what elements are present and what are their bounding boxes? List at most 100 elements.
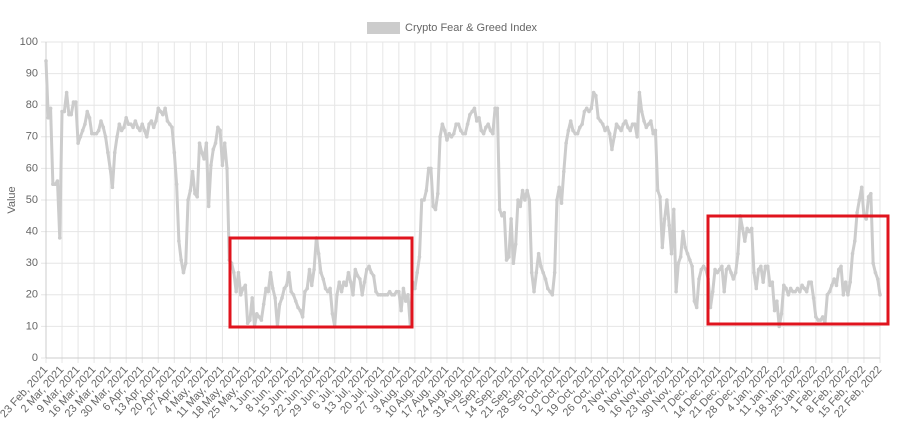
data-point: [688, 258, 692, 262]
data-point: [424, 188, 429, 193]
data-point: [48, 106, 53, 111]
data-point: [497, 207, 502, 212]
data-point: [715, 270, 720, 275]
data-point: [589, 106, 594, 111]
data-point: [495, 106, 500, 111]
data-point: [94, 131, 99, 136]
data-point: [781, 283, 786, 288]
data-point: [73, 100, 78, 104]
data-point: [603, 128, 607, 133]
y-tick-label: 80: [26, 99, 38, 111]
data-point: [607, 131, 612, 136]
data-point: [149, 119, 154, 123]
data-point: [452, 131, 456, 136]
data-point: [594, 93, 598, 98]
data-point: [545, 286, 550, 291]
data-point: [523, 198, 527, 202]
data-point: [241, 286, 245, 291]
data-point: [770, 280, 775, 284]
data-point: [312, 267, 316, 272]
data-point: [282, 286, 287, 291]
data-point: [122, 125, 126, 130]
data-point: [747, 229, 752, 234]
data-point: [151, 125, 156, 130]
data-point: [264, 286, 268, 291]
y-tick-label: 20: [26, 289, 38, 301]
data-point: [511, 261, 516, 266]
data-point: [108, 166, 112, 171]
data-point: [507, 255, 511, 259]
data-point: [859, 185, 864, 190]
data-point: [355, 274, 360, 278]
data-point: [209, 163, 213, 168]
data-point: [578, 125, 582, 130]
data-point: [683, 245, 688, 250]
y-tick-label: 70: [26, 131, 38, 143]
data-point: [752, 270, 756, 275]
data-point: [802, 286, 807, 291]
data-point: [866, 195, 871, 199]
data-point: [832, 277, 836, 281]
data-point: [518, 204, 523, 209]
data-point: [568, 119, 573, 123]
data-point: [186, 198, 190, 202]
data-point: [678, 255, 683, 259]
data-point: [825, 293, 830, 297]
data-point: [200, 150, 204, 155]
data-point: [110, 185, 115, 190]
data-point: [621, 122, 626, 126]
data-point: [445, 138, 449, 142]
data-point: [626, 125, 630, 130]
data-point: [855, 210, 859, 215]
data-point: [541, 270, 545, 275]
data-point: [708, 305, 713, 310]
data-point: [337, 280, 342, 284]
data-point: [681, 229, 685, 234]
data-point: [550, 293, 555, 297]
data-point: [525, 188, 529, 193]
data-point: [190, 169, 195, 174]
data-point: [745, 226, 749, 231]
data-point: [724, 267, 729, 272]
data-point: [179, 258, 183, 262]
data-point: [202, 157, 206, 161]
data-point: [96, 128, 101, 133]
data-point: [245, 321, 250, 326]
data-point: [548, 289, 552, 294]
data-point: [415, 270, 419, 275]
data-point: [250, 296, 255, 300]
data-point: [57, 236, 62, 240]
data-point: [653, 128, 658, 133]
data-point: [64, 90, 69, 95]
data-point: [660, 245, 665, 250]
data-point: [289, 289, 293, 294]
data-point: [761, 280, 765, 284]
data-point: [596, 116, 600, 120]
data-point: [83, 122, 87, 126]
data-point: [729, 270, 733, 275]
data-point: [305, 286, 309, 291]
data-point: [188, 188, 193, 193]
data-point: [440, 122, 445, 126]
grid: [41, 41, 881, 363]
data-point: [612, 135, 617, 139]
data-point: [268, 270, 273, 275]
data-point: [864, 217, 869, 221]
data-point: [852, 239, 857, 243]
data-point: [836, 267, 841, 272]
data-point: [257, 315, 261, 319]
data-point: [385, 293, 390, 297]
data-point: [429, 166, 433, 171]
data-point: [449, 135, 454, 139]
data-point: [809, 280, 814, 284]
data-point: [222, 141, 227, 145]
data-point: [873, 270, 878, 275]
data-point: [147, 122, 151, 126]
data-point: [871, 261, 875, 266]
highlight-box: [706, 214, 890, 326]
data-point: [465, 122, 470, 126]
data-point: [85, 109, 90, 114]
data-point: [481, 131, 486, 136]
data-point: [232, 270, 236, 275]
data-point: [671, 207, 676, 212]
